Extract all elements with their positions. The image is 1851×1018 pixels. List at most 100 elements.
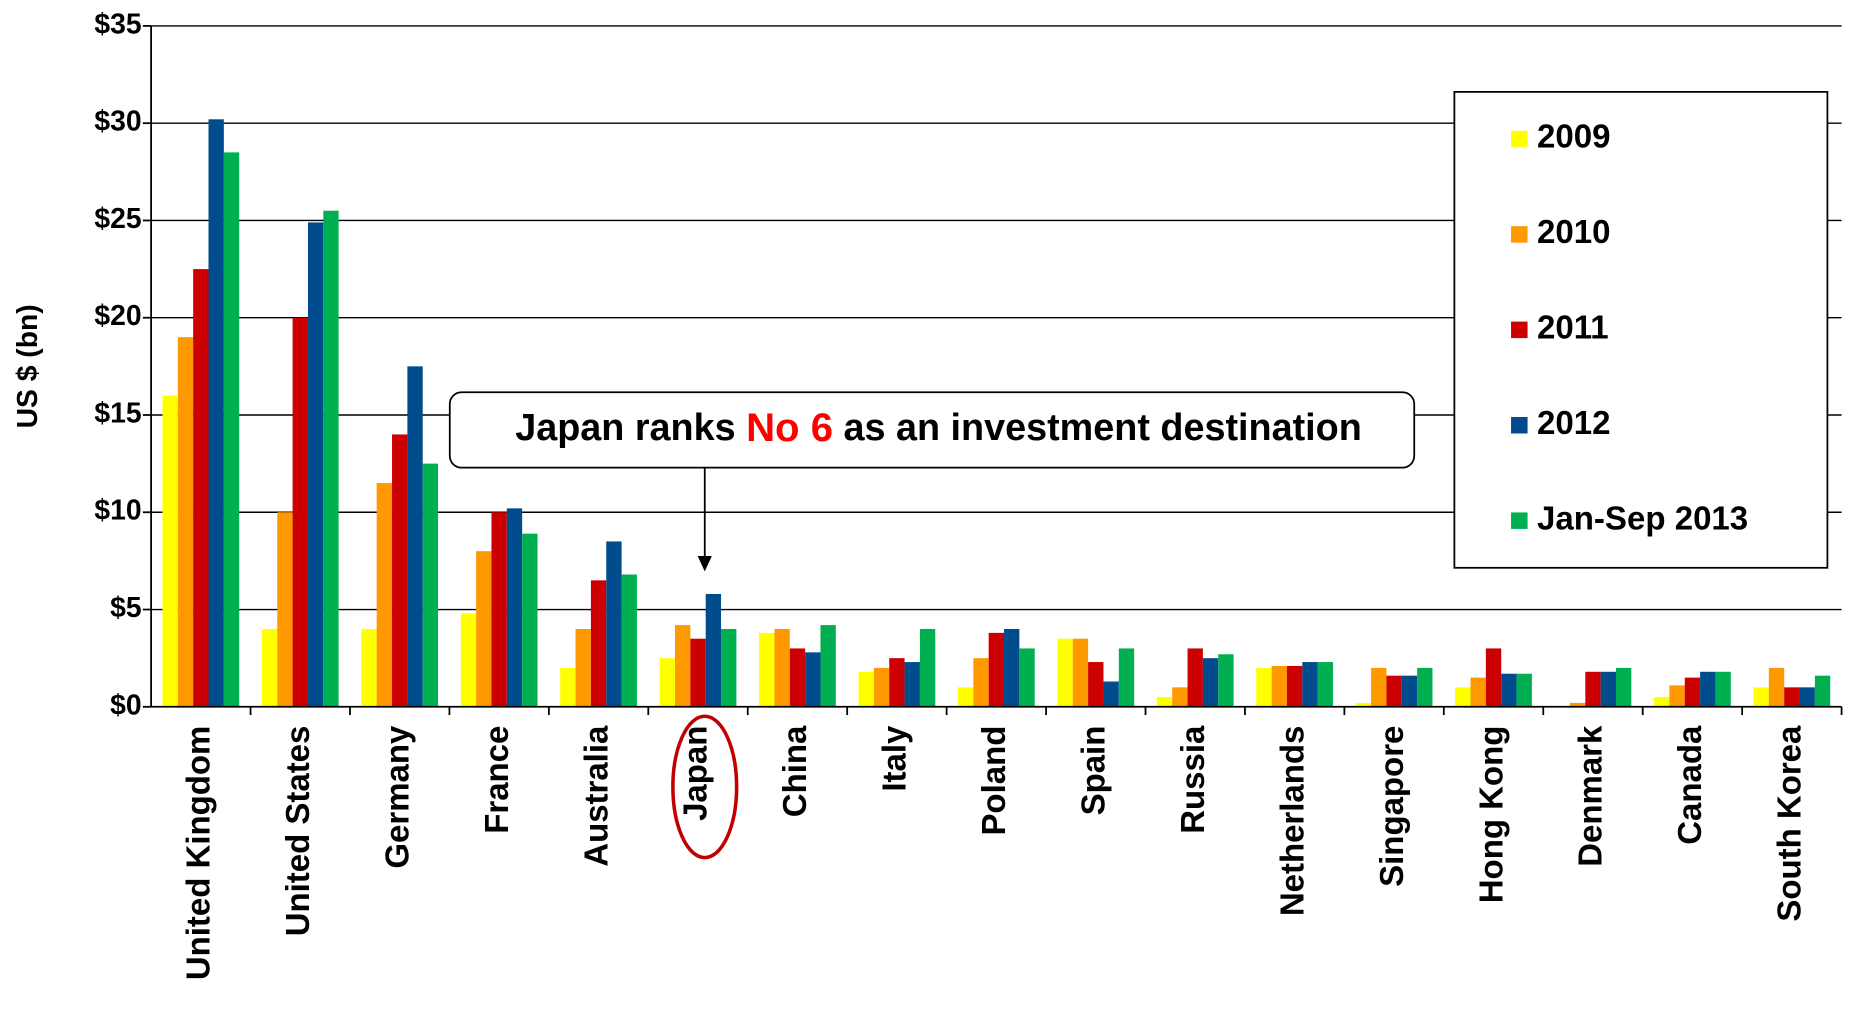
bar [491, 512, 507, 707]
x-tick-label: Netherlands [1273, 726, 1310, 917]
bar [1485, 648, 1502, 707]
bar [277, 512, 293, 707]
bar [193, 269, 209, 707]
bar [1088, 662, 1104, 707]
bar [1501, 673, 1517, 707]
bar [889, 658, 905, 707]
legend-label: 2009 [1537, 118, 1610, 155]
highlight-ellipse [671, 714, 739, 860]
legend-box [1453, 91, 1829, 569]
bar [1202, 658, 1219, 707]
x-tick-label: Poland [975, 726, 1012, 836]
y-axis-label: US $ (bn) [11, 304, 43, 428]
bar [774, 628, 790, 707]
bar [675, 625, 691, 707]
bar [422, 463, 439, 707]
bar [1118, 648, 1135, 707]
x-tick-label: Australia [577, 725, 614, 867]
legend-swatch [1511, 130, 1528, 148]
bar [1669, 685, 1685, 707]
bar [361, 628, 377, 707]
x-tick-label: China [776, 725, 813, 817]
bar [721, 628, 737, 707]
bar [1753, 687, 1769, 707]
bar [177, 337, 194, 707]
bar [476, 551, 492, 707]
chart-body: US $ (bn) Japan ranks No 6 as an investm… [11, 7, 1843, 980]
legend-swatch [1511, 417, 1528, 434]
bar [988, 632, 1005, 707]
bar [858, 671, 874, 707]
bar [1256, 667, 1272, 707]
bar [376, 483, 393, 707]
bar [973, 658, 989, 707]
x-tick-label: Japan [677, 726, 714, 821]
bar [1057, 638, 1073, 707]
bar [759, 632, 775, 707]
bar [1317, 662, 1334, 707]
bar [621, 574, 637, 707]
legend-label: 2010 [1537, 213, 1610, 250]
bar [805, 652, 821, 707]
bar [162, 395, 178, 707]
bar [1156, 697, 1173, 707]
bar [1700, 671, 1716, 707]
bar [1172, 687, 1188, 707]
bar [1218, 654, 1234, 707]
legend-label: 2011 [1537, 309, 1609, 346]
y-tick-label: $5 [110, 591, 142, 623]
bar [1371, 667, 1387, 707]
arrow-head [697, 556, 712, 572]
bar [1355, 702, 1372, 707]
bar [820, 625, 836, 707]
bar [789, 648, 806, 707]
bar [392, 434, 408, 707]
annotation-box [448, 391, 1416, 469]
bar [1417, 667, 1433, 707]
bar [919, 628, 936, 707]
bar [1600, 671, 1617, 707]
y-tick-label: $35 [94, 7, 141, 39]
bar [1103, 681, 1119, 707]
bar [1516, 673, 1532, 707]
bar [1455, 687, 1471, 707]
bar [1585, 671, 1601, 707]
bar [1271, 665, 1287, 707]
bar [307, 222, 324, 707]
bar [1784, 687, 1800, 707]
bar [590, 580, 607, 707]
bar [1072, 638, 1089, 707]
legend-label: 2012 [1537, 404, 1610, 441]
bar [1401, 675, 1418, 707]
bar [1187, 648, 1203, 707]
bar [1019, 648, 1035, 707]
annotation-text: as an investment destination [833, 406, 1362, 448]
bar [223, 152, 240, 707]
y-tick-label: $20 [94, 299, 141, 331]
x-tick-label: Italy [876, 725, 913, 792]
bar [506, 508, 523, 707]
bar [208, 119, 224, 707]
legend-swatch [1511, 321, 1528, 339]
bar [690, 638, 706, 707]
bar [957, 687, 974, 707]
x-tick-label: Singapore [1373, 726, 1410, 887]
bar [1814, 675, 1831, 707]
x-tick-label: Hong Kong [1472, 726, 1509, 904]
bar [1386, 675, 1402, 707]
bar [292, 317, 308, 707]
legend-label: Jan-Sep 2013 [1537, 499, 1748, 536]
y-tick-label: $0 [110, 688, 142, 720]
bar [873, 667, 890, 707]
x-tick-label: United States [279, 726, 316, 937]
bar [1004, 628, 1020, 707]
bar [1302, 662, 1318, 707]
y-tick-label: $25 [94, 202, 141, 234]
legend-swatch [1511, 512, 1528, 529]
bar [560, 667, 576, 707]
x-tick-label: Russia [1174, 725, 1211, 834]
annotation-highlight: No 6 [746, 406, 833, 450]
y-tick-label: $15 [94, 396, 141, 428]
bar [407, 366, 423, 707]
